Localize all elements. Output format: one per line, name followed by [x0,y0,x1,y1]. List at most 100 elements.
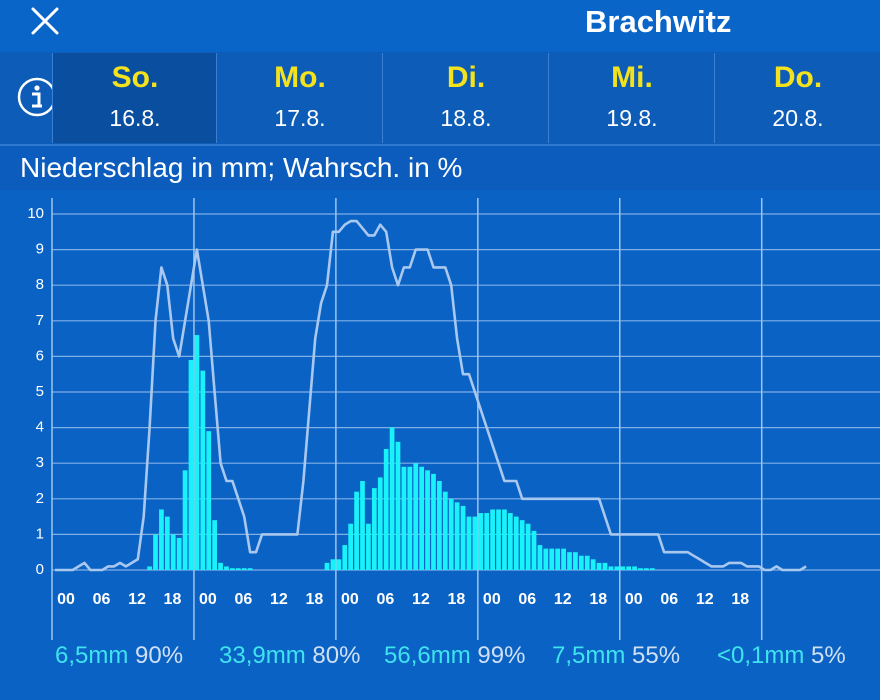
precip-bar [549,548,555,570]
precip-bar [508,513,513,570]
precip-bar [573,552,578,570]
precip-bar [437,481,442,570]
precip-bar [454,502,460,570]
y-tick-label: 8 [36,276,44,293]
precip-bar [567,552,572,570]
day-name: Mo. [274,61,326,94]
precip-bar [194,335,200,570]
precip-bar [241,568,247,570]
x-tick-label: 12 [696,591,714,608]
precip-bar [460,505,466,570]
precip-bar [502,509,507,570]
precip-bar [407,466,413,570]
day-tab-3[interactable]: Mi. 19.8. [548,53,715,143]
x-tick-label: 06 [376,591,394,608]
day-summary: 7,5mm 55% [552,642,680,670]
precip-bar [176,537,182,570]
y-tick-label: 5 [36,383,44,400]
precip-amount: <0,1mm [717,642,805,669]
precip-bar [490,509,495,570]
x-tick-label: 18 [731,591,749,608]
precip-bar [596,562,602,570]
precip-amount: 7,5mm [552,642,626,669]
close-icon[interactable] [30,6,60,36]
precip-bar [159,509,164,570]
precip-bar [212,520,217,570]
y-tick-label: 7 [36,312,44,329]
precip-probability: 99% [470,642,526,669]
x-tick-label: 12 [128,591,146,608]
day-name: Di. [446,61,486,94]
day-tab-4[interactable]: Do. 20.8. [714,53,880,143]
precip-bar [395,441,401,570]
day-tab-2[interactable]: Di. 18.8. [382,53,549,143]
precip-bar [235,568,241,570]
precip-probability: 55% [625,642,681,669]
x-tick-label: 12 [270,591,288,608]
x-tick-label: 06 [660,591,678,608]
x-tick-label: 00 [625,591,643,608]
precip-bar [644,568,649,570]
precip-bar [425,470,430,570]
day-date: 19.8. [606,105,658,131]
day-name: Do. [773,61,823,94]
day-tab-1[interactable]: Mo. 17.8. [216,53,383,143]
y-tick-label: 6 [36,347,44,364]
day-tab-0[interactable]: So. 16.8. [52,53,217,143]
precip-bar [543,548,549,570]
precip-bar [519,520,525,570]
x-tick-label: 06 [235,591,253,608]
precip-bar [224,566,229,570]
precip-bar [247,568,253,570]
precip-bar [608,566,614,570]
precip-bar [442,491,448,570]
precip-bar [448,498,454,570]
precip-bar [324,562,330,570]
precip-bar [537,545,543,570]
x-tick-label: 06 [93,591,111,608]
precip-bar [649,568,655,570]
precip-bar [164,516,170,570]
probability-line [55,219,807,572]
y-tick-label: 0 [36,561,44,578]
precip-bar [188,359,194,570]
precip-bar [578,555,584,570]
y-tick-label: 2 [36,490,44,507]
precip-bar [383,448,389,570]
day-summary: 33,9mm 80% [219,642,360,670]
precip-bar [525,523,531,570]
precip-bar [153,534,158,570]
precip-bar [431,473,436,570]
y-tick-label: 4 [36,419,44,436]
precip-amount: 56,6mm [384,642,471,669]
divider [0,144,880,146]
x-tick-label: 00 [199,591,217,608]
info-icon[interactable] [17,77,57,117]
precip-bar [484,513,490,570]
precip-bar [230,568,235,570]
y-tick-label: 9 [36,241,44,258]
precip-bar [478,513,484,570]
day-name: So. [111,61,159,94]
precip-bar [330,559,336,570]
x-tick-label: 18 [164,591,182,608]
precip-bar [626,566,631,570]
precip-amount: 33,9mm [219,642,306,669]
x-tick-label: 12 [412,591,430,608]
precip-probability: 5% [804,642,846,669]
precip-bar [336,559,342,570]
precip-bar [366,523,371,570]
precip-bar [170,534,176,570]
day-date: 16.8. [109,105,161,131]
precip-probability: 90% [128,642,184,669]
day-summary: 6,5mm 90% [55,642,183,670]
precip-bar [632,566,637,570]
precip-bar [531,530,537,570]
day-summary: 56,6mm 99% [384,642,525,670]
precip-bar [413,463,419,570]
precip-bar [377,477,383,570]
x-tick-label: 18 [447,591,465,608]
day-date: 17.8. [274,105,326,131]
precip-bar [614,566,620,570]
precip-amount: 6,5mm [55,642,129,669]
